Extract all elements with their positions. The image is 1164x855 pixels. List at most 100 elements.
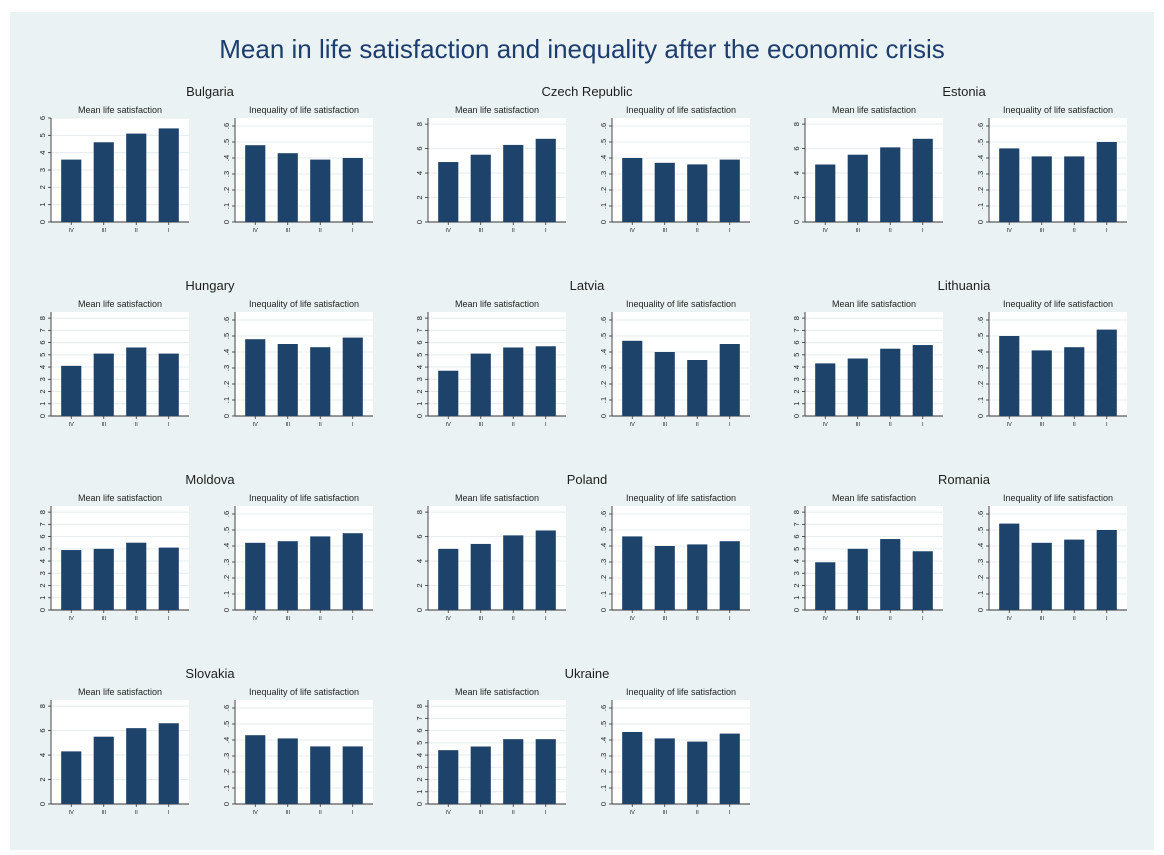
latvia-inequality-bar-iii bbox=[654, 352, 675, 416]
slovakia-mean-bar-ii bbox=[126, 728, 147, 804]
figure-title: Mean in life satisfaction and inequality… bbox=[219, 34, 945, 64]
romania-inequality-panel: Inequality of life satisfaction 0 .1 .2 .3 .4… bbox=[963, 492, 1131, 652]
hungary-mean-panel-title: Mean life satisfaction bbox=[78, 299, 162, 309]
latvia-mean-x-tick-label: IV bbox=[446, 422, 452, 428]
ukraine-inequality-y-tick-label: .1 bbox=[599, 785, 608, 791]
estonia-mean-panel-title: Mean life satisfaction bbox=[832, 105, 916, 115]
hungary-mean-x-tick-label: I bbox=[168, 422, 170, 428]
ukraine-mean-y-tick-label: 3 bbox=[415, 765, 424, 769]
hungary-inequality-y-tick-label: .4 bbox=[222, 349, 231, 355]
bulgaria-mean-y-tick-label: 6 bbox=[38, 116, 47, 120]
latvia-inequality-y-tick-label: .2 bbox=[599, 381, 608, 387]
bulgaria-mean-y-tick-label: 5 bbox=[38, 133, 47, 137]
romania-inequality-bar-i bbox=[1096, 530, 1117, 610]
latvia-inequality-panel-title: Inequality of life satisfaction bbox=[626, 299, 736, 309]
slovakia-mean-bar-iii bbox=[93, 736, 114, 804]
poland-mean-panel: Mean life satisfaction 0 2 4 6 8 IV III II I bbox=[402, 492, 570, 652]
slovakia-inequality-x-tick-label: I bbox=[352, 810, 354, 816]
bulgaria-mean-y-tick-label: 0 bbox=[38, 220, 47, 224]
ukraine-mean-x-tick-label: I bbox=[545, 810, 547, 816]
slovakia-inequality-bar-iii bbox=[277, 738, 298, 804]
moldova-inequality-x-tick-label: I bbox=[352, 616, 354, 622]
poland-inequality-bar-iv bbox=[622, 536, 643, 610]
estonia-mean-panel: Mean life satisfaction 0 2 4 6 8 IV III II I bbox=[779, 104, 947, 264]
slovakia-inequality-panel-title: Inequality of life satisfaction bbox=[249, 687, 359, 697]
czech-republic-mean-x-tick-label: II bbox=[512, 228, 516, 234]
latvia-inequality-y-tick-label: .5 bbox=[599, 333, 608, 339]
hungary-mean-bar-i bbox=[158, 353, 179, 416]
moldova-inequality-x-tick-label: II bbox=[319, 616, 323, 622]
hungary-mean-y-tick-label: 4 bbox=[38, 365, 47, 369]
ukraine-mean-panel: Mean life satisfaction 0 1 2 3 4 5 6 7 8 IV III II I bbox=[402, 686, 570, 846]
poland-inequality-y-tick-label: .6 bbox=[599, 511, 608, 517]
romania-mean-y-tick-label: 6 bbox=[792, 535, 801, 539]
ukraine-inequality-x-tick-label: III bbox=[662, 810, 667, 816]
slovakia-mean-x-tick-label: I bbox=[168, 810, 170, 816]
slovakia-mean-y-tick-label: 2 bbox=[38, 777, 47, 781]
country-title: Poland bbox=[566, 472, 608, 487]
lithuania-inequality-y-tick-label: .2 bbox=[976, 381, 985, 387]
poland-mean-y-tick-label: 0 bbox=[415, 608, 424, 612]
slovakia-inequality-bar-iv bbox=[245, 735, 266, 804]
moldova-mean-panel-title: Mean life satisfaction bbox=[78, 493, 162, 503]
slovakia-mean-bar-i bbox=[158, 723, 179, 804]
latvia-inequality-bar-iv bbox=[622, 340, 643, 416]
ukraine-mean-y-tick-label: 1 bbox=[415, 790, 424, 794]
romania-mean-x-tick-label: IV bbox=[823, 616, 829, 622]
czech-republic-mean-panel-title: Mean life satisfaction bbox=[455, 105, 539, 115]
hungary-inequality-y-tick-label: .1 bbox=[222, 397, 231, 403]
romania-inequality-y-tick-label: .2 bbox=[976, 575, 985, 581]
estonia-inequality-x-tick-label: III bbox=[1039, 228, 1044, 234]
moldova-inequality-chart: Inequality of life satisfaction 0 .1 .2 .3 .4… bbox=[222, 493, 373, 622]
poland-mean-x-tick-label: IV bbox=[446, 616, 452, 622]
hungary-inequality-bar-ii bbox=[310, 347, 331, 416]
romania-inequality-x-tick-label: I bbox=[1106, 616, 1108, 622]
ukraine-inequality-x-tick-label: I bbox=[729, 810, 731, 816]
latvia-mean-y-tick-label: 1 bbox=[415, 402, 424, 406]
czech-republic-inequality-x-tick-label: I bbox=[729, 228, 731, 234]
romania-mean-panel-title: Mean life satisfaction bbox=[832, 493, 916, 503]
lithuania-inequality-bar-i bbox=[1096, 329, 1117, 416]
latvia-mean-panel: Mean life satisfaction 0 1 2 3 4 5 6 7 8 IV III II I bbox=[402, 298, 570, 458]
bulgaria-inequality-y-tick-label: .5 bbox=[222, 139, 231, 145]
figure-background: Mean in life satisfaction and inequality… bbox=[10, 12, 1154, 850]
lithuania-mean-y-tick-label: 0 bbox=[792, 414, 801, 418]
estonia-inequality-panel-title: Inequality of life satisfaction bbox=[1003, 105, 1113, 115]
czech-republic-inequality-y-tick-label: 0 bbox=[599, 220, 608, 224]
moldova-mean-y-tick-label: 0 bbox=[38, 608, 47, 612]
hungary-mean-panel: Mean life satisfaction 0 1 2 3 4 5 6 7 8 IV III II I bbox=[25, 298, 193, 458]
romania-mean-bar-iv bbox=[815, 562, 836, 610]
ukraine-mean-panel-title: Mean life satisfaction bbox=[455, 687, 539, 697]
lithuania-inequality-y-tick-label: .4 bbox=[976, 349, 985, 355]
hungary-inequality-y-tick-label: .2 bbox=[222, 381, 231, 387]
czech-republic-inequality-y-tick-label: .4 bbox=[599, 155, 608, 161]
hungary-inequality-chart: Inequality of life satisfaction 0 .1 .2 .3 .4… bbox=[222, 299, 373, 428]
hungary-inequality-panel: Inequality of life satisfaction 0 .1 .2 .3 .4… bbox=[209, 298, 377, 458]
lithuania-mean-y-tick-label: 8 bbox=[792, 316, 801, 320]
country-lithuania: Lithuania Mean life satisfaction 0 1 2 3 4 5 6 7 8… bbox=[779, 278, 1149, 453]
romania-mean-y-tick-label: 8 bbox=[792, 510, 801, 514]
slovakia-inequality-x-tick-label: II bbox=[319, 810, 323, 816]
slovakia-inequality-chart: Inequality of life satisfaction 0 .1 .2 .3 .4… bbox=[222, 687, 373, 816]
country-ukraine: Ukraine Mean life satisfaction 0 1 2 3 4 5 6 7 8 IV… bbox=[402, 666, 772, 841]
ukraine-inequality-y-tick-label: .3 bbox=[599, 753, 608, 759]
latvia-inequality-y-tick-label: .3 bbox=[599, 365, 608, 371]
ukraine-inequality-x-tick-label: II bbox=[696, 810, 700, 816]
ukraine-inequality-y-tick-label: 0 bbox=[599, 802, 608, 806]
ukraine-inequality-x-tick-label: IV bbox=[630, 810, 636, 816]
latvia-mean-panel-title: Mean life satisfaction bbox=[455, 299, 539, 309]
lithuania-inequality-y-tick-label: .1 bbox=[976, 397, 985, 403]
estonia-mean-y-tick-label: 2 bbox=[792, 195, 801, 199]
romania-mean-bar-i bbox=[912, 551, 933, 610]
latvia-inequality-y-tick-label: .1 bbox=[599, 397, 608, 403]
lithuania-mean-bar-i bbox=[912, 345, 933, 416]
latvia-mean-y-tick-label: 4 bbox=[415, 365, 424, 369]
estonia-inequality-y-tick-label: .4 bbox=[976, 155, 985, 161]
czech-republic-inequality-y-tick-label: .2 bbox=[599, 187, 608, 193]
moldova-inequality-y-tick-label: 0 bbox=[222, 608, 231, 612]
slovakia-inequality-y-tick-label: .2 bbox=[222, 769, 231, 775]
moldova-mean-x-tick-label: IV bbox=[69, 616, 75, 622]
